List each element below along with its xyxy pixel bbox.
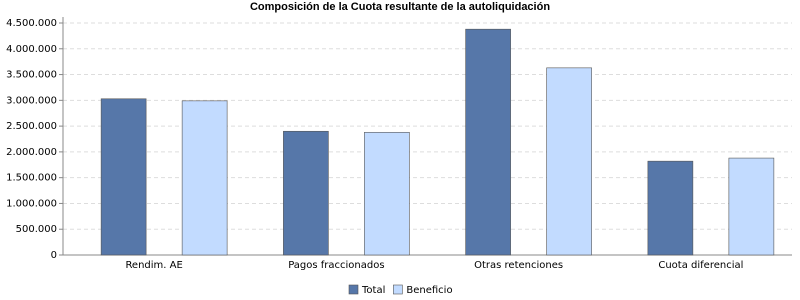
y-tick-label: 0 bbox=[51, 250, 57, 261]
x-tick-label: Pagos fraccionados bbox=[288, 260, 384, 271]
x-tick-label: Rendim. AE bbox=[125, 260, 182, 271]
bar bbox=[181, 100, 228, 256]
bar bbox=[728, 157, 775, 256]
y-tick-label: 4.000.000 bbox=[6, 44, 57, 55]
x-tick-label: Cuota diferencial bbox=[658, 260, 743, 271]
bar bbox=[465, 28, 511, 256]
bar bbox=[364, 131, 410, 256]
y-tick-label: 1.000.000 bbox=[6, 198, 57, 209]
legend-swatch bbox=[348, 284, 359, 295]
chart-title: Composición de la Cuota resultante de la… bbox=[250, 1, 550, 13]
legend-swatch bbox=[393, 284, 403, 295]
y-tick-label: 2.000.000 bbox=[6, 147, 57, 158]
y-tick-label: 4.500.000 bbox=[6, 18, 57, 29]
bar bbox=[647, 160, 694, 256]
x-tick-label: Otras retenciones bbox=[474, 260, 563, 271]
bar bbox=[546, 67, 592, 256]
bar bbox=[283, 130, 329, 256]
y-tick-label: 3.500.000 bbox=[6, 70, 57, 81]
legend-label: Beneficio bbox=[406, 285, 452, 296]
y-tick-label: 500.000 bbox=[16, 224, 57, 235]
legend-label: Total bbox=[361, 285, 385, 296]
y-tick-label: 1.500.000 bbox=[6, 173, 57, 184]
y-tick-label: 3.000.000 bbox=[6, 95, 57, 106]
bar bbox=[100, 98, 147, 256]
y-tick-label: 2.500.000 bbox=[6, 121, 57, 132]
